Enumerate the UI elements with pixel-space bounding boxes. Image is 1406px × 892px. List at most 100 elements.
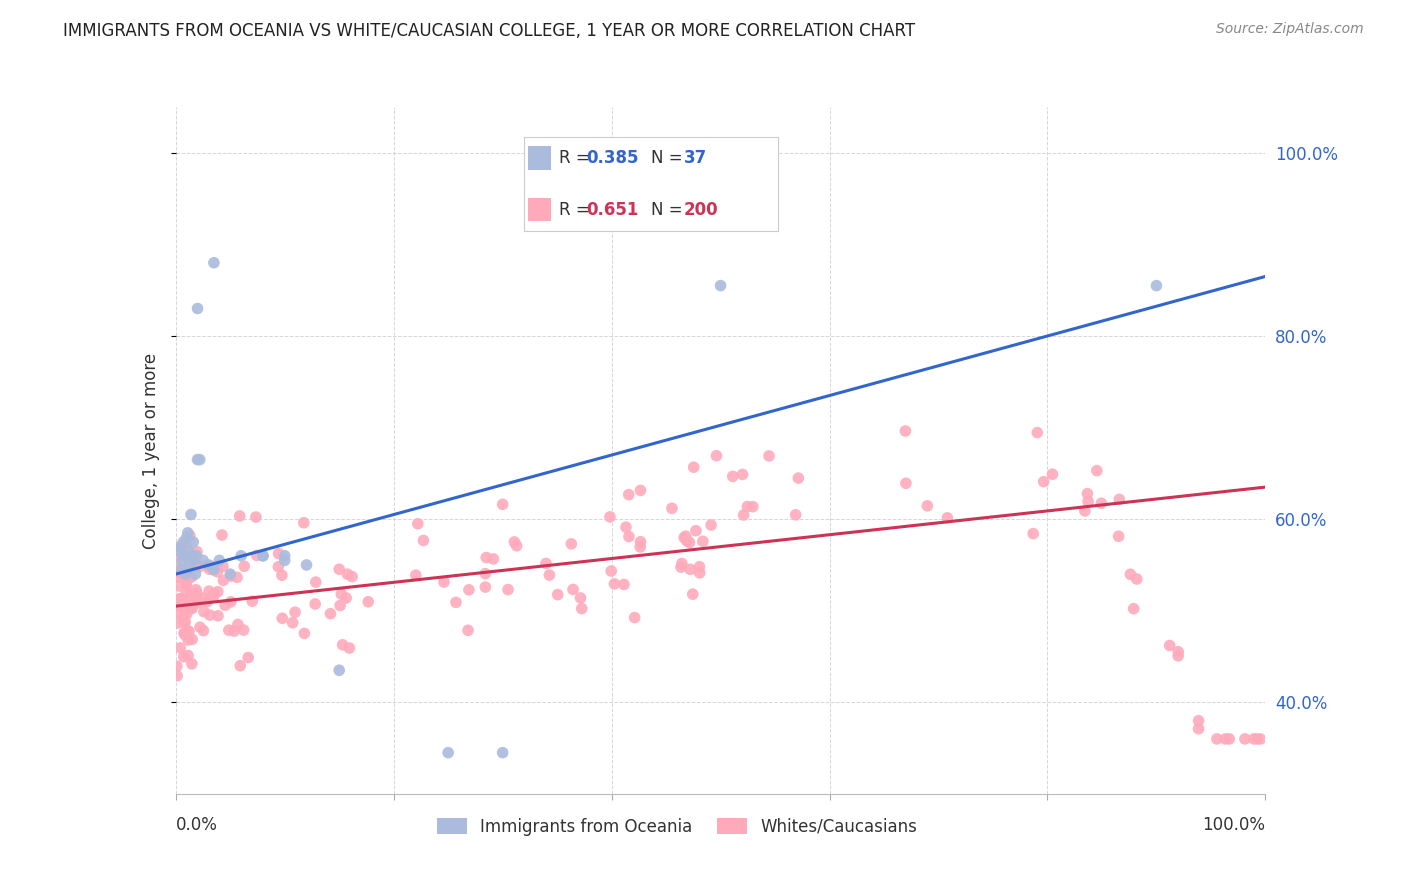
Point xyxy=(174,615,197,629)
Point xyxy=(202,563,225,577)
Point xyxy=(228,508,250,523)
Point xyxy=(172,593,194,607)
Point xyxy=(1215,731,1237,746)
Text: Source: ZipAtlas.com: Source: ZipAtlas.com xyxy=(1216,22,1364,37)
Text: IMMIGRANTS FROM OCEANIA VS WHITE/CAUCASIAN COLLEGE, 1 YEAR OR MORE CORRELATION C: IMMIGRANTS FROM OCEANIA VS WHITE/CAUCASI… xyxy=(63,22,915,40)
Point xyxy=(1249,731,1271,746)
Point xyxy=(675,533,697,548)
Text: 0.0%: 0.0% xyxy=(176,816,218,834)
Point xyxy=(214,599,236,613)
Point xyxy=(534,557,557,571)
FancyBboxPatch shape xyxy=(529,146,551,169)
Point xyxy=(1159,639,1181,653)
Point xyxy=(181,632,204,647)
Point xyxy=(623,610,645,624)
Point xyxy=(917,499,939,513)
Point xyxy=(166,616,188,631)
Point xyxy=(1206,731,1229,746)
Point xyxy=(184,587,207,601)
Point xyxy=(267,559,290,574)
Point xyxy=(617,529,640,543)
Point xyxy=(184,582,207,597)
Point xyxy=(169,542,191,557)
Point xyxy=(412,533,434,548)
Point xyxy=(173,538,195,552)
Point xyxy=(292,516,315,530)
Point xyxy=(560,537,582,551)
Point xyxy=(569,591,592,605)
Point xyxy=(170,566,193,581)
Point xyxy=(292,626,315,640)
Point xyxy=(1187,714,1209,728)
Point xyxy=(1144,278,1167,293)
Point xyxy=(174,576,197,591)
Point xyxy=(181,535,204,549)
Point xyxy=(198,562,221,576)
Point xyxy=(787,471,810,485)
Point xyxy=(172,535,194,549)
Point xyxy=(603,577,626,591)
Point xyxy=(186,301,209,316)
Point xyxy=(492,497,515,511)
Point xyxy=(193,591,215,605)
Point xyxy=(229,658,252,673)
Point xyxy=(169,640,191,655)
Point xyxy=(207,608,229,623)
Point xyxy=(304,597,326,611)
Point xyxy=(547,588,569,602)
Point xyxy=(1108,529,1130,543)
Point xyxy=(212,574,235,588)
Point xyxy=(733,508,755,522)
Point xyxy=(741,500,763,514)
Point xyxy=(328,562,350,576)
Point xyxy=(188,559,211,574)
Point xyxy=(202,562,225,576)
Point xyxy=(186,549,208,563)
Point xyxy=(496,582,519,597)
Point xyxy=(1076,486,1098,500)
Point xyxy=(675,529,697,543)
Point xyxy=(1167,648,1189,663)
Point xyxy=(180,599,202,614)
Point xyxy=(474,580,496,594)
Point xyxy=(232,623,254,637)
Point xyxy=(335,591,357,605)
Point xyxy=(305,575,328,590)
Point xyxy=(444,595,467,609)
Point xyxy=(936,511,959,525)
Text: 0.385: 0.385 xyxy=(586,149,638,167)
Point xyxy=(252,549,274,563)
Point xyxy=(166,542,188,557)
Point xyxy=(224,624,246,638)
Point xyxy=(226,617,249,632)
Point xyxy=(198,608,221,623)
Point xyxy=(600,564,623,578)
Point xyxy=(180,588,202,602)
Point xyxy=(689,559,711,574)
Point xyxy=(630,483,652,498)
Point xyxy=(169,591,191,606)
Point xyxy=(475,550,498,565)
Point xyxy=(188,620,211,634)
Point xyxy=(219,569,242,583)
Point xyxy=(174,567,197,582)
Point xyxy=(336,567,359,582)
Point xyxy=(173,610,195,624)
Point xyxy=(173,603,195,617)
Point xyxy=(208,553,231,567)
Point xyxy=(231,549,253,563)
Point xyxy=(174,628,197,642)
Point xyxy=(181,601,204,615)
Point xyxy=(245,510,267,524)
Point xyxy=(682,587,704,601)
Point xyxy=(337,640,360,655)
Point xyxy=(706,449,728,463)
Point xyxy=(180,508,202,522)
Point xyxy=(267,547,290,561)
Point xyxy=(457,624,479,638)
Point xyxy=(785,508,807,522)
Point xyxy=(172,553,194,567)
Point xyxy=(173,615,195,630)
Point xyxy=(538,568,561,582)
Point xyxy=(186,452,209,467)
